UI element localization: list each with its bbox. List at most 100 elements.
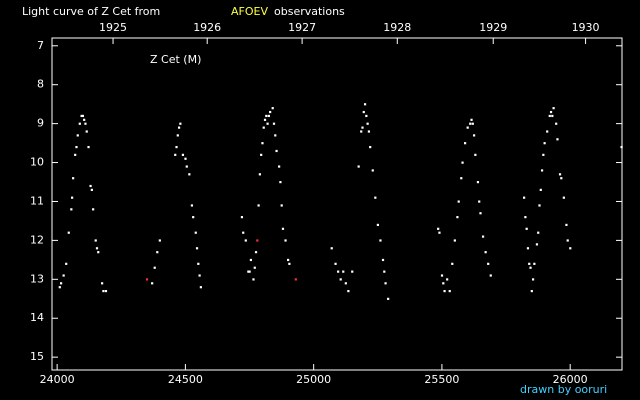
data-point [351, 270, 354, 273]
data-point [58, 286, 61, 289]
x-tick-label: 25500 [424, 373, 459, 386]
data-point [275, 149, 278, 153]
data-point [274, 134, 277, 137]
data-point [67, 231, 70, 234]
y-tick-label: 14 [30, 311, 44, 324]
data-point [177, 126, 181, 129]
y-tick-label: 10 [30, 156, 44, 169]
top-tick-label: 1925 [99, 21, 127, 34]
data-point [95, 247, 99, 250]
data-point [337, 270, 340, 273]
data-point [84, 122, 87, 125]
data-point [566, 239, 569, 242]
data-point [85, 130, 88, 133]
y-tick-label: 11 [30, 194, 44, 207]
data-point [198, 274, 201, 277]
data-point [266, 122, 269, 125]
data-point [457, 200, 460, 203]
data-point [194, 231, 197, 234]
data-point [530, 289, 533, 293]
data-point [367, 130, 371, 133]
data-point [379, 239, 382, 242]
data-point [280, 204, 283, 207]
x-tick-label: 25000 [296, 373, 331, 386]
data-point [555, 122, 558, 125]
data-point [560, 177, 563, 180]
data-point [248, 270, 251, 273]
data-point [260, 153, 263, 156]
top-tick-label: 1929 [479, 21, 507, 34]
x-tick-label: 24000 [40, 373, 75, 386]
data-point [470, 118, 473, 121]
data-point [262, 126, 265, 129]
title-suffix: observations [274, 5, 345, 18]
data-point [87, 145, 90, 149]
data-point [252, 278, 255, 281]
data-point [80, 114, 83, 118]
plot-frame [51, 37, 623, 371]
data-point [440, 274, 444, 277]
data-point [466, 126, 469, 129]
data-point [279, 181, 282, 184]
top-tick-label: 1928 [383, 21, 411, 34]
data-point [471, 122, 474, 125]
data-point [383, 270, 386, 273]
data-point [357, 165, 360, 168]
data-point [489, 274, 492, 277]
data-point [247, 270, 250, 273]
data-point [442, 282, 445, 285]
data-point [620, 145, 623, 149]
data-point [365, 114, 368, 118]
data-point [70, 208, 73, 211]
data-point [344, 282, 347, 285]
data-point [244, 239, 247, 242]
data-point [461, 161, 464, 164]
data-point [294, 278, 297, 281]
data-point [487, 262, 490, 265]
data-point [529, 266, 532, 269]
data-point [556, 138, 559, 141]
data-point [464, 142, 467, 145]
data-point [83, 118, 86, 121]
data-point [101, 282, 104, 285]
data-point [181, 153, 185, 156]
x-tick-label: 24500 [168, 373, 203, 386]
data-point [524, 216, 527, 219]
data-point [526, 247, 530, 250]
title-source: AFOEV [231, 5, 268, 18]
data-point [535, 243, 539, 246]
data-point [437, 227, 440, 230]
data-point [92, 208, 95, 211]
credit: drawn by ooruri [520, 383, 607, 396]
data-point [76, 134, 79, 137]
data-point [456, 216, 459, 219]
data-point [249, 258, 253, 262]
top-tick-label: 1926 [193, 21, 221, 34]
data-point [330, 247, 333, 250]
data-point [552, 107, 555, 110]
chart-title: Light curve of Z Cet from [22, 5, 160, 18]
data-point [540, 169, 544, 172]
data-point [460, 177, 463, 180]
data-point [102, 289, 105, 293]
data-point [254, 251, 258, 254]
data-point [258, 173, 261, 176]
data-point [438, 231, 441, 234]
data-point [263, 118, 267, 121]
data-point [59, 282, 63, 285]
data-point [253, 266, 256, 269]
y-tick-label: 8 [37, 78, 44, 91]
data-point [271, 107, 274, 110]
data-point [549, 110, 553, 114]
data-point [479, 212, 482, 215]
data-point [265, 114, 268, 118]
data-point [62, 274, 65, 277]
data-point [387, 297, 390, 300]
data-point [175, 145, 178, 149]
data-point [89, 184, 92, 188]
data-point [75, 145, 78, 149]
data-point [176, 134, 179, 137]
data-point [174, 153, 177, 156]
data-point [158, 239, 161, 242]
data-point [190, 204, 194, 207]
